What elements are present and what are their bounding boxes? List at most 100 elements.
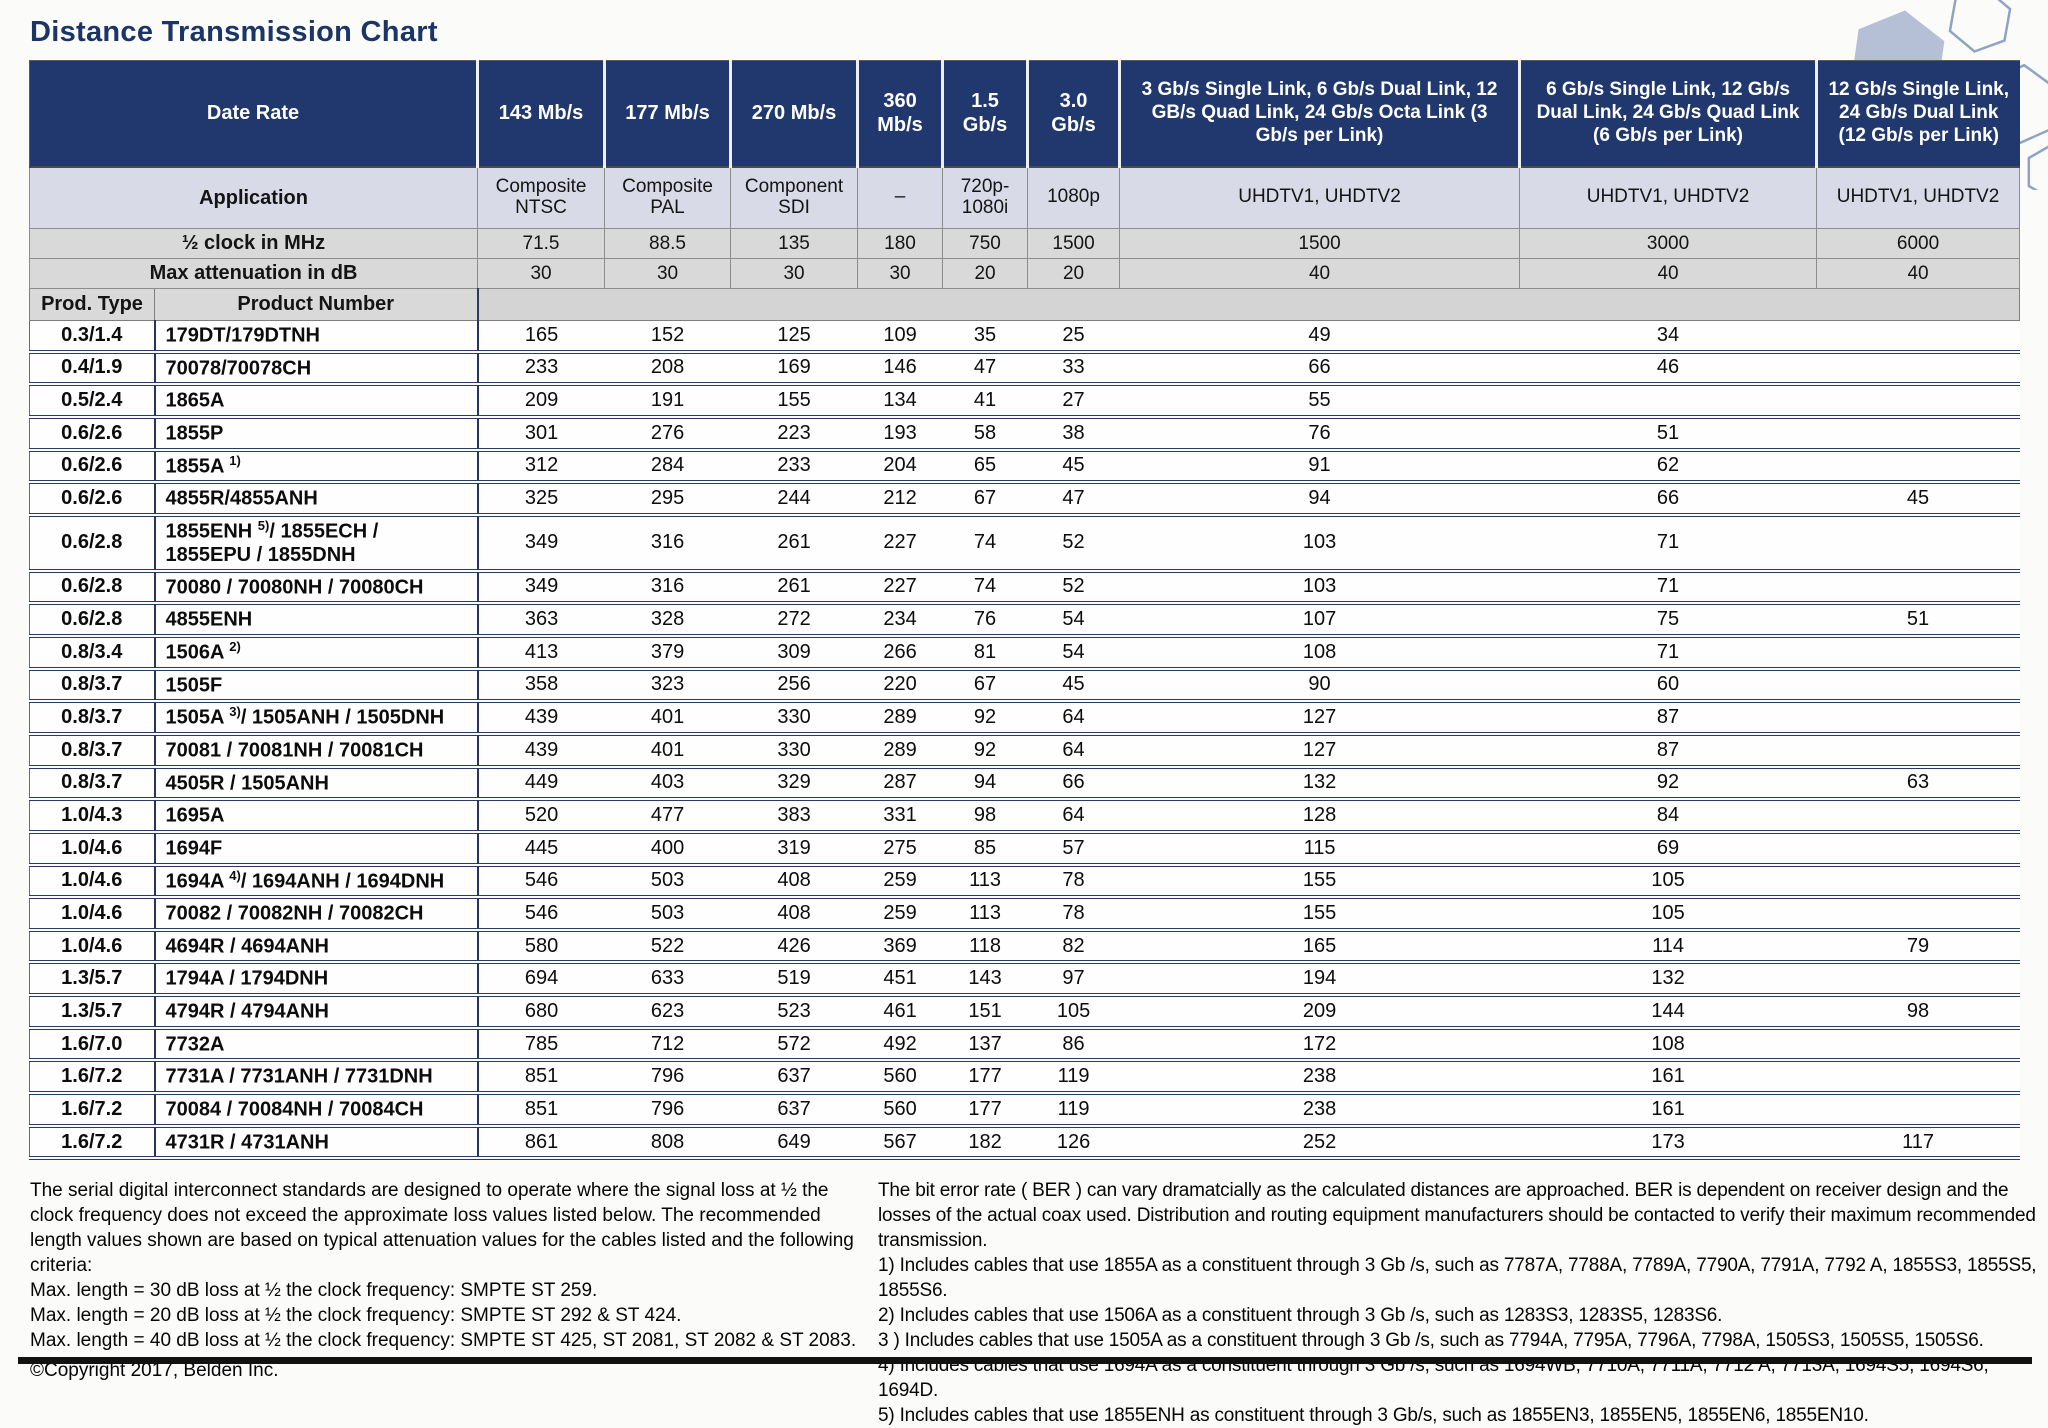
distance-value: 25 xyxy=(1027,320,1120,354)
rate-column-header: 1.5 Gb/s xyxy=(941,60,1028,168)
distance-value: 81 xyxy=(942,635,1028,671)
distance-value: 35 xyxy=(942,320,1028,354)
distance-value: 134 xyxy=(857,384,943,419)
product-number-text: 7731A / 7731ANH / 7731DNH xyxy=(165,1066,433,1089)
table-row: 1.0/4.6 1694F 445 400 319 275 85 57 115 69 xyxy=(29,831,2020,867)
distance-value: 128 xyxy=(1119,799,1520,834)
distance-value: 209 xyxy=(477,384,605,419)
attenuation-db-cell: 40 xyxy=(1816,258,2021,289)
product-number-cell: 7731A / 7731ANH / 7731DNH xyxy=(154,1060,479,1096)
distance-value: 637 xyxy=(730,1060,858,1096)
product-number-text: 1506A xyxy=(165,641,230,664)
application-cell: – xyxy=(857,166,944,229)
distance-value: 546 xyxy=(477,897,605,932)
distance-value: 445 xyxy=(477,831,605,867)
product-number-cell: 70082 / 70082NH / 70082CH xyxy=(154,897,479,932)
distance-value: 65 xyxy=(942,449,1028,485)
product-number-text: 4694R / 4694ANH xyxy=(165,935,329,958)
distance-value: 64 xyxy=(1027,733,1120,769)
distance-value: 401 xyxy=(604,733,731,769)
footnote-line: 1) Includes cables that use 1855A as a c… xyxy=(878,1255,2037,1301)
distance-value: 560 xyxy=(857,1060,943,1096)
clock-mhz-cell: 180 xyxy=(857,228,944,259)
distance-value: 567 xyxy=(857,1125,943,1161)
distance-value: 191 xyxy=(604,384,731,419)
distance-value: 94 xyxy=(1119,482,1520,517)
clock-mhz-cell: 88.5 xyxy=(604,228,732,259)
distance-value: 220 xyxy=(857,668,943,704)
distance-value: 98 xyxy=(1816,995,2020,1030)
product-number-text: 1794A / 1794DNH xyxy=(165,968,329,991)
prod-type-cell: 1.0/4.3 xyxy=(29,799,156,834)
table-row: 0.6/2.6 1855A 1) 312 284 233 204 65 45 91 62 xyxy=(29,449,2020,485)
application-cell: Composite PAL xyxy=(604,166,732,229)
distance-value xyxy=(1816,416,2020,452)
distance-value: 259 xyxy=(857,864,943,900)
prod-type-cell: 1.0/4.6 xyxy=(29,864,156,900)
product-number-cell: 4694R / 4694ANH xyxy=(154,929,479,965)
distance-value: 27 xyxy=(1027,384,1120,419)
distance-value: 649 xyxy=(730,1125,858,1161)
product-number-text: 4855R/4855ANH xyxy=(165,487,318,510)
product-number-text: 4731R / 4731ANH xyxy=(165,1131,329,1154)
distance-value: 276 xyxy=(604,416,731,452)
prod-type-cell: 0.6/2.8 xyxy=(29,603,156,638)
distance-value: 51 xyxy=(1816,603,2020,638)
distance-value: 238 xyxy=(1119,1093,1520,1128)
clock-mhz-cell: 1500 xyxy=(1027,228,1121,259)
distance-value: 289 xyxy=(857,733,943,769)
product-number-cell: 1865A xyxy=(154,384,479,419)
distance-value: 155 xyxy=(1119,864,1520,900)
distance-value: 127 xyxy=(1119,733,1520,769)
distance-value: 41 xyxy=(942,384,1028,419)
attenuation-db-cell: 40 xyxy=(1119,258,1521,289)
distance-value: 851 xyxy=(477,1060,605,1096)
distance-value: 451 xyxy=(857,962,943,998)
product-number-cell: 1694F xyxy=(154,831,479,867)
clock-mhz-cell: 1500 xyxy=(1119,228,1521,259)
table-row: 0.6/2.6 1855P 301 276 223 193 58 38 76 51 xyxy=(29,416,2020,452)
distance-value: 295 xyxy=(604,482,731,517)
date-rate-label: Date Rate xyxy=(28,60,478,168)
distance-value: 173 xyxy=(1519,1125,1817,1161)
prod-type-cell: 1.3/5.7 xyxy=(29,962,156,998)
distance-value: 330 xyxy=(730,733,858,769)
product-number-text: 70082 / 70082NH / 70082CH xyxy=(165,902,424,925)
distance-value: 71 xyxy=(1519,514,1817,573)
distance-value: 76 xyxy=(1119,416,1520,452)
distance-value: 233 xyxy=(730,449,858,485)
distance-value: 105 xyxy=(1027,995,1120,1030)
distance-value: 90 xyxy=(1119,668,1520,704)
application-cell: UHDTV1, UHDTV2 xyxy=(1816,166,2021,229)
table-row: 1.3/5.7 4794R / 4794ANH 680 623 523 461 151 105… xyxy=(29,995,2020,1030)
application-cell: 720p- 1080i xyxy=(942,166,1029,229)
max-attenuation-row: Max attenuation in dB 30 30 30 30 20 20 … xyxy=(28,258,2021,289)
distance-value xyxy=(1816,449,2020,485)
footnote-marker: 4) xyxy=(229,867,241,883)
distance-value: 301 xyxy=(477,416,605,452)
distance-value: 63 xyxy=(1816,766,2020,802)
table-row: 1.6/7.2 7731A / 7731ANH / 7731DNH 851 796 63… xyxy=(29,1060,2020,1096)
product-number-text: 70080 / 70080NH / 70080CH xyxy=(165,576,424,599)
distance-value: 328 xyxy=(604,603,731,638)
distance-value: 45 xyxy=(1027,668,1120,704)
distance-value: 108 xyxy=(1119,635,1520,671)
clock-mhz-cell: 750 xyxy=(942,228,1029,259)
distance-value: 54 xyxy=(1027,635,1120,671)
prod-type-cell: 1.0/4.6 xyxy=(29,897,156,932)
distance-value: 52 xyxy=(1027,514,1120,573)
attenuation-db-cell: 30 xyxy=(604,258,732,289)
product-number-cell: 4855R/4855ANH xyxy=(154,482,479,517)
distance-value: 84 xyxy=(1519,799,1817,834)
rate-column-header: 6 Gb/s Single Link, 12 Gb/s Dual Link, 2… xyxy=(1518,60,1817,168)
prod-type-cell: 0.6/2.8 xyxy=(29,570,156,606)
distance-value: 212 xyxy=(857,482,943,517)
attenuation-db-cell: 40 xyxy=(1519,258,1818,289)
distance-value: 244 xyxy=(730,482,858,517)
distance-value: 252 xyxy=(1119,1125,1520,1161)
product-number-cell: 1694A 4)/ 1694ANH / 1694DNH xyxy=(154,864,479,900)
attenuation-db-cell: 20 xyxy=(1027,258,1121,289)
distance-value: 49 xyxy=(1119,320,1520,354)
product-number-text: 4855ENH xyxy=(165,608,253,631)
distance-value: 289 xyxy=(857,701,943,736)
